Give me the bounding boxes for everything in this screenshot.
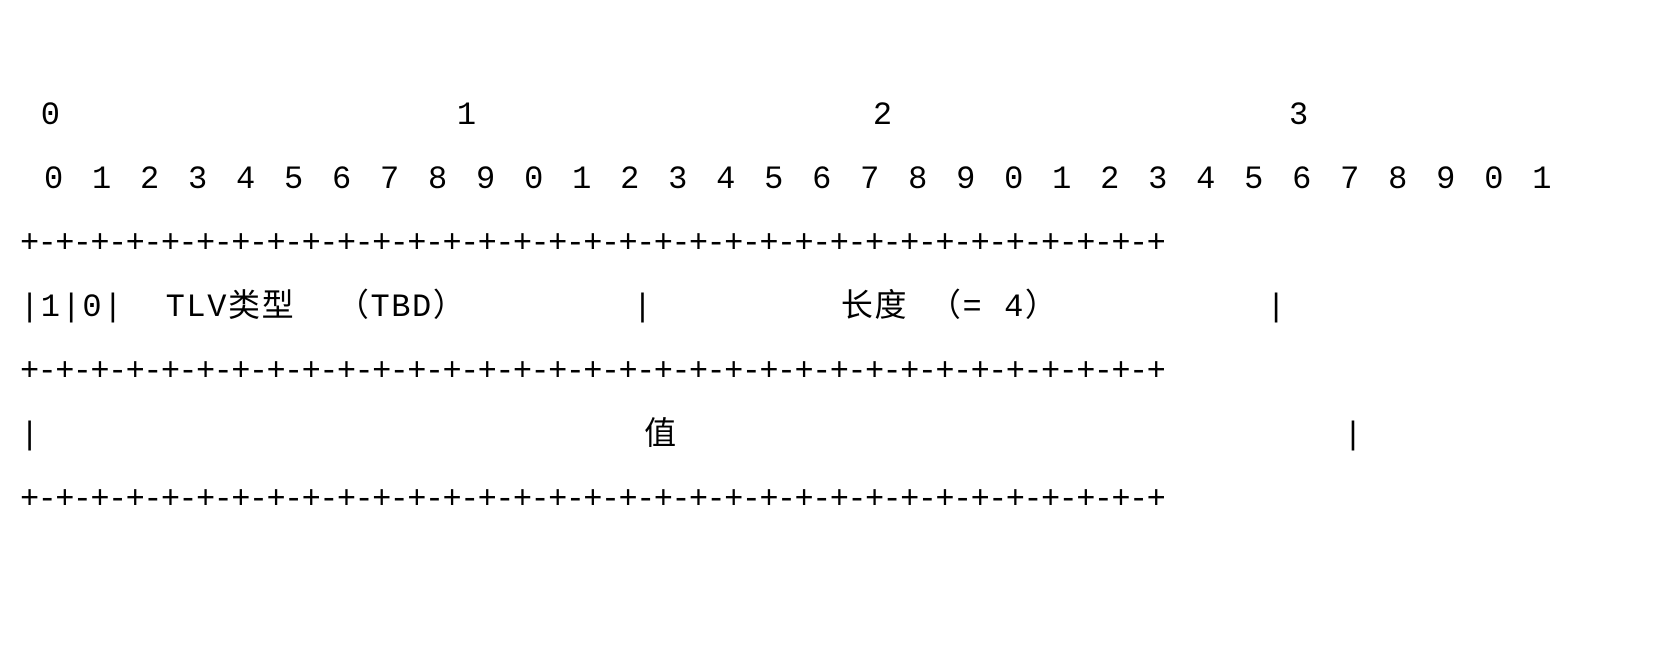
packet-format-diagram: 0 1 2 3 0 1 2 3 4 5 6 7 8 9 0 1 2 3 4 5 … (20, 20, 1639, 532)
separator-row: +-+-+-+-+-+-+-+-+-+-+-+-+-+-+-+-+-+-+-+-… (20, 353, 1164, 390)
row-value: | 值 | (20, 417, 1364, 454)
bit-index-row: 0 1 2 3 4 5 6 7 8 9 0 1 2 3 4 5 6 7 8 9 … (20, 161, 1556, 198)
separator-row: +-+-+-+-+-+-+-+-+-+-+-+-+-+-+-+-+-+-+-+-… (20, 481, 1164, 518)
byte-marker-row: 0 1 2 3 (20, 97, 1310, 134)
separator-row: +-+-+-+-+-+-+-+-+-+-+-+-+-+-+-+-+-+-+-+-… (20, 225, 1164, 262)
row-tlv-header: |1|0| TLV类型 （TBD） | 长度 （= 4） | (20, 289, 1287, 326)
